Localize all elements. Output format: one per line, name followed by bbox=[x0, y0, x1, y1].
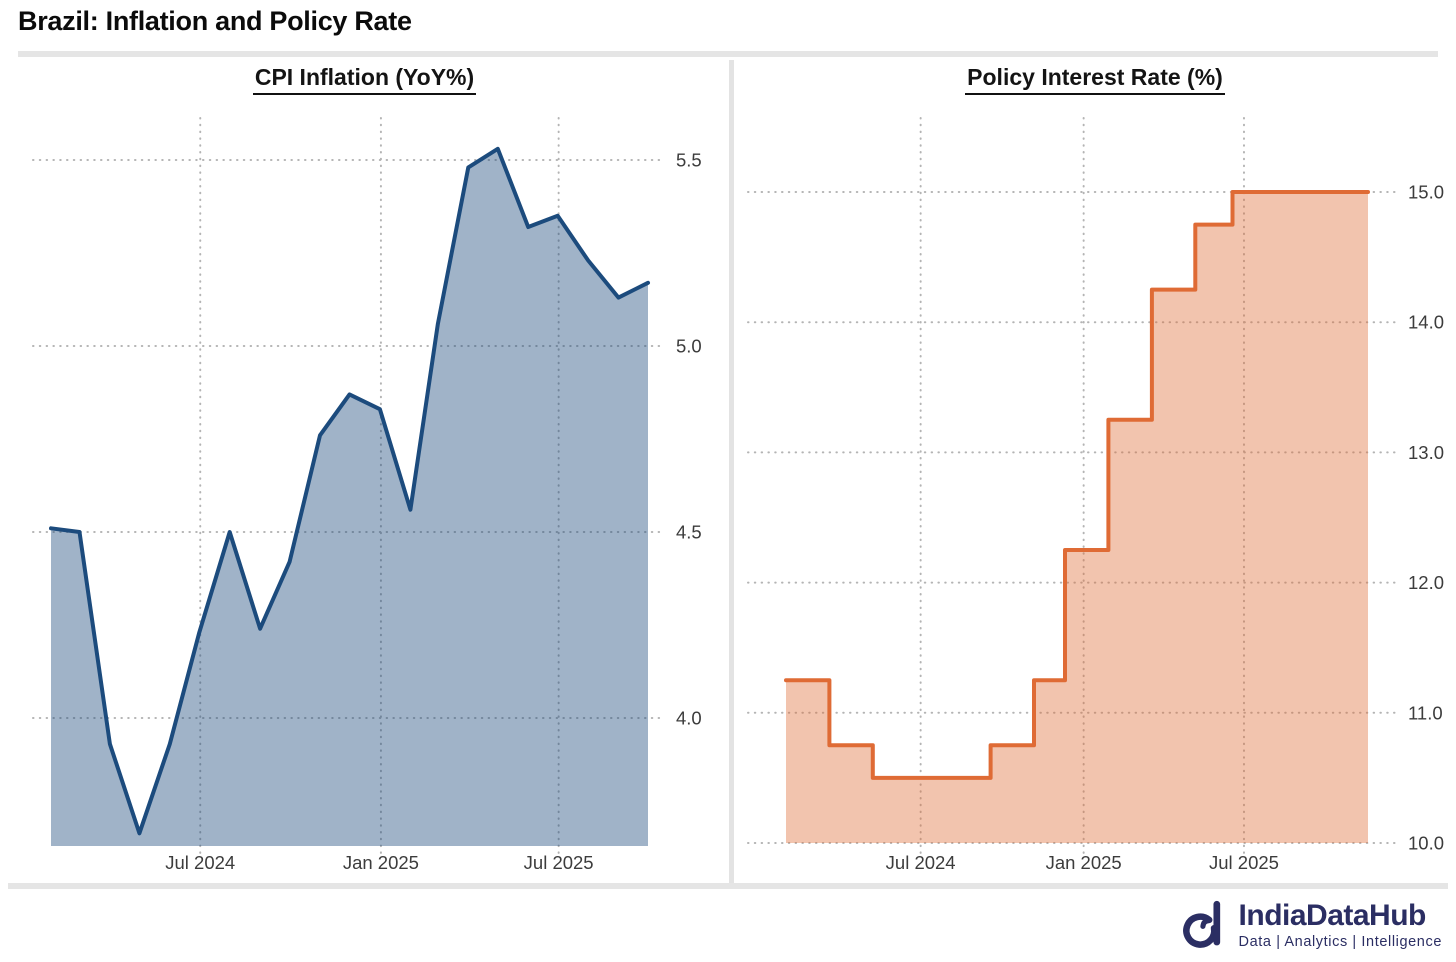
logo-text: IndiaDataHub Data | Analytics | Intellig… bbox=[1239, 900, 1442, 950]
step-line bbox=[784, 190, 1370, 780]
panel-divider bbox=[729, 60, 734, 884]
x-tick-label: Jul 2025 bbox=[524, 852, 594, 873]
y-tick-label: 4.0 bbox=[676, 707, 702, 728]
area-line bbox=[49, 146, 650, 836]
y-tick-label: 5.0 bbox=[676, 335, 702, 356]
indiadatahub-logo-icon bbox=[1182, 900, 1220, 948]
x-tick-label: Jul 2025 bbox=[1209, 852, 1279, 873]
area-fill bbox=[51, 148, 648, 847]
page-title: Brazil: Inflation and Policy Rate bbox=[18, 6, 412, 36]
cpi-chart-title: CPI Inflation (YoY%) bbox=[0, 64, 729, 95]
x-tick-label: Jan 2025 bbox=[1046, 852, 1122, 873]
y-tick-label: 12.0 bbox=[1408, 572, 1444, 593]
y-tick-label: 14.0 bbox=[1408, 312, 1444, 333]
x-tick-label: Jan 2025 bbox=[343, 852, 419, 873]
footer-branding: IndiaDataHub Data | Analytics | Intellig… bbox=[1178, 896, 1442, 954]
y-tick-label: 5.5 bbox=[676, 149, 702, 170]
y-tick-label: 15.0 bbox=[1408, 181, 1444, 202]
step-fill bbox=[786, 192, 1368, 843]
x-tick-label: Jul 2024 bbox=[165, 852, 235, 873]
y-tick-label: 4.5 bbox=[676, 521, 702, 542]
brand-tagline: Data | Analytics | Intelligence bbox=[1238, 933, 1442, 950]
policy-rate-chart-title: Policy Interest Rate (%) bbox=[734, 64, 1456, 95]
top-separator bbox=[18, 51, 1438, 57]
y-tick-label: 10.0 bbox=[1408, 832, 1444, 853]
x-tick-label: Jul 2024 bbox=[886, 852, 956, 873]
y-tick-label: 11.0 bbox=[1408, 702, 1443, 723]
brand-wordmark: IndiaDataHub bbox=[1238, 899, 1427, 933]
y-tick-label: 13.0 bbox=[1408, 442, 1444, 463]
bottom-separator bbox=[8, 883, 1448, 889]
